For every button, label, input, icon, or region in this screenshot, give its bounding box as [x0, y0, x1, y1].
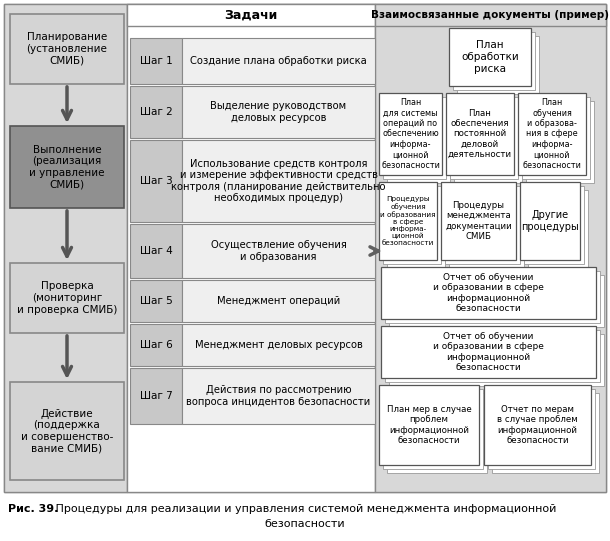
Bar: [130, 86, 182, 138]
Text: Планирование
(установление
СМИБ): Планирование (установление СМИБ): [27, 32, 107, 65]
Text: Шаг 3: Шаг 3: [140, 176, 173, 186]
Bar: [379, 93, 442, 175]
Text: Другие
процедуры: Другие процедуры: [521, 210, 579, 232]
Text: Процедуры для реализации и управления системой менеджмента информационной: Процедуры для реализации и управления си…: [52, 504, 556, 514]
Bar: [387, 101, 450, 183]
Bar: [445, 186, 520, 264]
Bar: [130, 224, 182, 278]
Bar: [10, 14, 124, 84]
Bar: [130, 324, 182, 366]
Bar: [446, 93, 514, 175]
Bar: [10, 382, 124, 480]
Text: Отчет по мерам
в случае проблем
информационной
безопасности: Отчет по мерам в случае проблем информац…: [497, 405, 578, 445]
Bar: [389, 334, 604, 386]
Bar: [383, 186, 441, 264]
Text: План
обработки
риска: План обработки риска: [461, 41, 519, 74]
Bar: [450, 97, 518, 179]
Text: Создание плана обработки риска: Создание плана обработки риска: [190, 56, 367, 66]
Bar: [375, 4, 606, 26]
Text: Процедуры
обучения
и образования
в сфере
информа-
ционной
безопасности: Процедуры обучения и образования в сфере…: [380, 196, 436, 246]
Text: План мер в случае
проблем
информационной
безопасности: План мер в случае проблем информационной…: [387, 405, 472, 445]
Bar: [522, 97, 590, 179]
Bar: [130, 368, 182, 424]
Bar: [4, 4, 127, 492]
Text: Менеджмент деловых ресурсов: Менеджмент деловых ресурсов: [195, 340, 362, 350]
Bar: [130, 38, 182, 84]
Bar: [518, 93, 586, 175]
Text: Шаг 1: Шаг 1: [140, 56, 173, 66]
Bar: [389, 275, 604, 327]
Bar: [488, 389, 595, 469]
Bar: [441, 182, 516, 260]
Bar: [449, 28, 531, 86]
Bar: [182, 280, 375, 322]
Bar: [454, 101, 522, 183]
Bar: [381, 267, 596, 319]
Bar: [383, 389, 483, 469]
Bar: [492, 393, 599, 473]
Bar: [10, 126, 124, 208]
Text: Шаг 2: Шаг 2: [140, 107, 173, 117]
Text: Менеджмент операций: Менеджмент операций: [217, 296, 340, 306]
Bar: [520, 182, 580, 260]
Text: Взаимосвязанные документы (пример): Взаимосвязанные документы (пример): [371, 10, 609, 20]
Bar: [457, 36, 539, 94]
Bar: [385, 330, 600, 382]
Bar: [127, 4, 375, 492]
Bar: [526, 101, 594, 183]
Bar: [524, 186, 584, 264]
Bar: [385, 271, 600, 323]
Bar: [130, 140, 182, 222]
Bar: [387, 190, 445, 268]
Bar: [182, 38, 375, 84]
Text: Действие
(поддержка
и совершенство-
вание СМИБ): Действие (поддержка и совершенство- вани…: [21, 408, 113, 453]
Text: безопасности: безопасности: [265, 519, 345, 529]
Text: Использование средств контроля
и измерение эффективности средств
контроля (плани: Использование средств контроля и измерен…: [171, 159, 386, 203]
Bar: [127, 4, 375, 26]
Text: Задачи: Задачи: [224, 9, 278, 22]
Bar: [182, 224, 375, 278]
Text: План
для системы
операций по
обеспечению
информа-
ционной
безопасности: План для системы операций по обеспечению…: [381, 98, 440, 170]
Text: Выполнение
(реализация
и управление
СМИБ): Выполнение (реализация и управление СМИБ…: [29, 144, 105, 189]
Bar: [182, 86, 375, 138]
Text: Проверка
(мониторинг
и проверка СМИБ): Проверка (мониторинг и проверка СМИБ): [17, 281, 117, 315]
Bar: [182, 324, 375, 366]
Bar: [182, 140, 375, 222]
Text: Шаг 6: Шаг 6: [140, 340, 173, 350]
Bar: [383, 97, 446, 179]
Text: Действия по рассмотрению
вопроса инцидентов безопасности: Действия по рассмотрению вопроса инциден…: [187, 385, 371, 407]
Text: Отчет об обучении
и образовании в сфере
информационной
безопасности: Отчет об обучении и образовании в сфере …: [433, 273, 544, 313]
Text: Выделение руководством
деловых ресурсов: Выделение руководством деловых ресурсов: [210, 101, 346, 123]
Text: Осуществление обучения
и образования: Осуществление обучения и образования: [210, 240, 346, 262]
Text: Шаг 4: Шаг 4: [140, 246, 173, 256]
Bar: [381, 326, 596, 378]
Text: План
обучения
и образова-
ния в сфере
информа-
ционной
безопасности: План обучения и образова- ния в сфере ин…: [523, 98, 581, 170]
Text: Отчет об обучении
и образовании в сфере
информационной
безопасности: Отчет об обучении и образовании в сфере …: [433, 332, 544, 372]
Bar: [453, 32, 535, 90]
Text: План
обеспечения
постоянной
деловой
деятельности: План обеспечения постоянной деловой деят…: [448, 109, 512, 159]
Text: Шаг 7: Шаг 7: [140, 391, 173, 401]
Bar: [387, 393, 487, 473]
Bar: [182, 368, 375, 424]
Bar: [130, 280, 182, 322]
Bar: [379, 385, 479, 465]
Bar: [449, 190, 524, 268]
Text: Шаг 5: Шаг 5: [140, 296, 173, 306]
Text: Процедуры
менеджмента
документации
СМИБ: Процедуры менеджмента документации СМИБ: [445, 201, 512, 241]
Bar: [375, 4, 606, 492]
Bar: [484, 385, 591, 465]
Bar: [379, 182, 437, 260]
Bar: [528, 190, 588, 268]
Bar: [10, 263, 124, 333]
Text: Рис. 39.: Рис. 39.: [8, 504, 59, 514]
